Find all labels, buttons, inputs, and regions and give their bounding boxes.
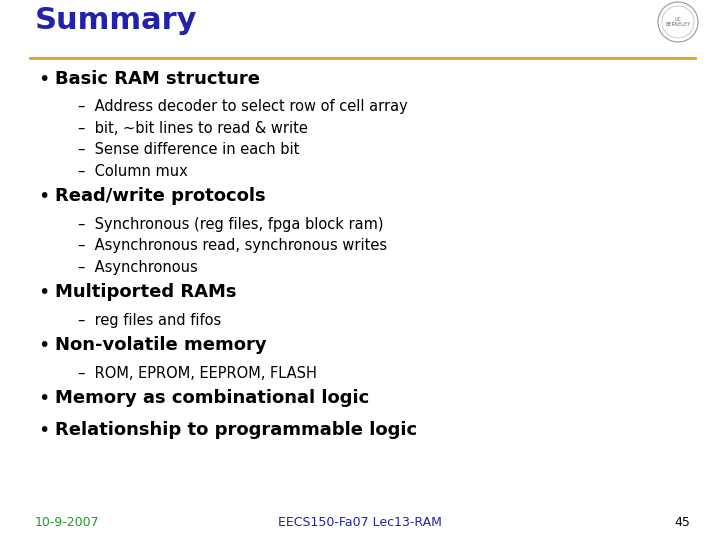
Text: –  Sense difference in each bit: – Sense difference in each bit xyxy=(78,143,300,158)
Text: •: • xyxy=(38,70,50,89)
Text: •: • xyxy=(38,187,50,206)
Text: –  Address decoder to select row of cell array: – Address decoder to select row of cell … xyxy=(78,99,408,114)
Text: –  Column mux: – Column mux xyxy=(78,164,188,179)
Text: 45: 45 xyxy=(674,516,690,529)
Text: Memory as combinational logic: Memory as combinational logic xyxy=(55,389,369,408)
Text: –  Asynchronous read, synchronous writes: – Asynchronous read, synchronous writes xyxy=(78,239,387,253)
Text: –  Synchronous (reg files, fpga block ram): – Synchronous (reg files, fpga block ram… xyxy=(78,217,384,232)
Text: Multiported RAMs: Multiported RAMs xyxy=(55,284,236,301)
Text: –  Asynchronous: – Asynchronous xyxy=(78,260,198,275)
Text: Read/write protocols: Read/write protocols xyxy=(55,187,266,206)
Text: •: • xyxy=(38,389,50,408)
Text: Non-volatile memory: Non-volatile memory xyxy=(55,336,266,354)
Text: Summary: Summary xyxy=(35,6,197,35)
Text: •: • xyxy=(38,284,50,302)
Text: –  ROM, EPROM, EEPROM, FLASH: – ROM, EPROM, EEPROM, FLASH xyxy=(78,366,317,381)
Text: Basic RAM structure: Basic RAM structure xyxy=(55,70,260,88)
Text: –  reg files and fifos: – reg files and fifos xyxy=(78,313,221,328)
Text: •: • xyxy=(38,336,50,355)
Text: EECS150-Fa07 Lec13-RAM: EECS150-Fa07 Lec13-RAM xyxy=(278,516,442,529)
Text: 10-9-2007: 10-9-2007 xyxy=(35,516,99,529)
Text: •: • xyxy=(38,421,50,440)
Text: Relationship to programmable logic: Relationship to programmable logic xyxy=(55,421,417,439)
Text: UC
BERKELEY: UC BERKELEY xyxy=(665,17,690,28)
Text: –  bit, ~bit lines to read & write: – bit, ~bit lines to read & write xyxy=(78,121,308,136)
